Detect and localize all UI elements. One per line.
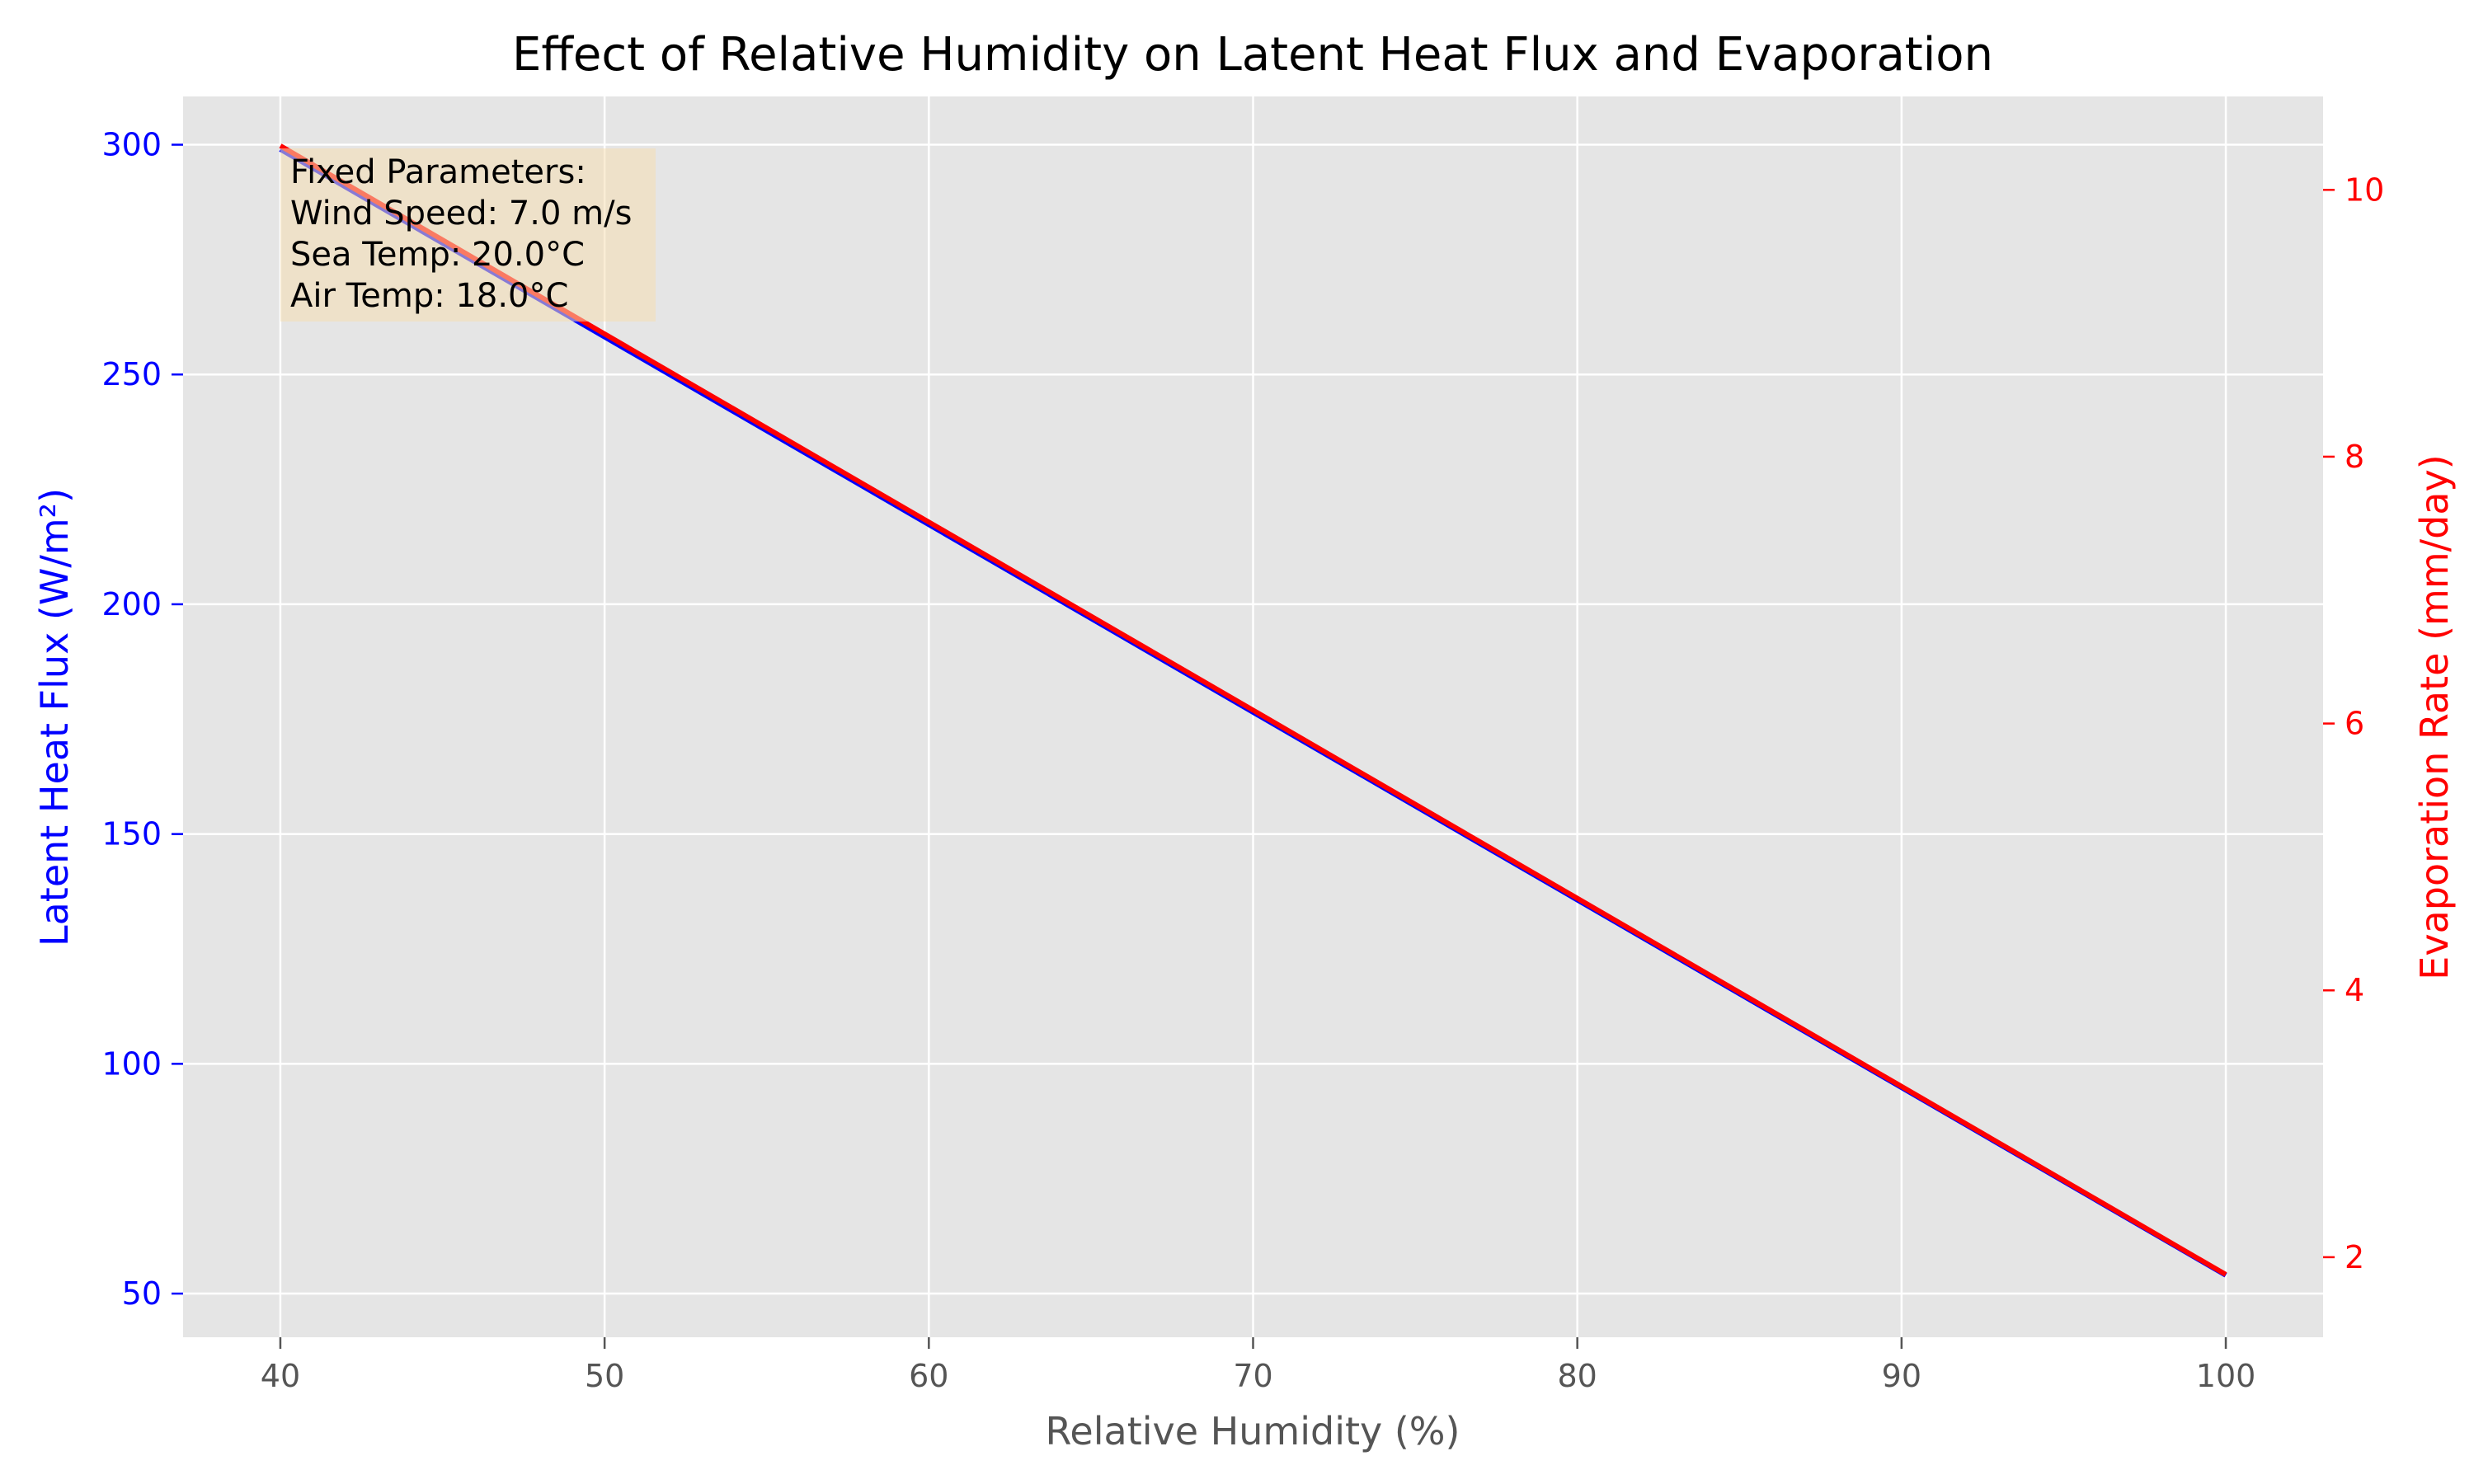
series-layer <box>279 143 2227 1278</box>
annotation-box: Fixed Parameters: Wind Speed: 7.0 m/s Se… <box>280 148 656 322</box>
x-tick-label: 40 <box>261 1358 300 1394</box>
x-tick-label: 90 <box>1882 1358 1921 1394</box>
annotation-line: Fixed Parameters: <box>290 153 586 191</box>
annotation-line: Wind Speed: 7.0 m/s <box>290 195 632 232</box>
annotation-line: Air Temp: 18.0°C <box>290 277 568 315</box>
axes: 40 50 60 70 80 90 100 50 100 150 200 250 300 2 4 6 8 10 <box>101 127 2384 1394</box>
y-right-tick-label: 4 <box>2345 972 2364 1008</box>
y-left-tick-label: 250 <box>101 356 162 392</box>
y-right-tick-label: 6 <box>2345 706 2364 742</box>
y-axis-label-right: Evaporation Rate (mm/day) <box>2412 454 2457 979</box>
y-left-tick-label: 50 <box>122 1275 162 1312</box>
y-left-tick-label: 300 <box>101 127 162 163</box>
x-tick-label: 100 <box>2196 1358 2256 1394</box>
x-tick-label: 50 <box>585 1358 624 1394</box>
y-left-tick-label: 150 <box>101 816 162 852</box>
x-tick-label: 80 <box>1558 1358 1597 1394</box>
y-right-tick-label: 10 <box>2345 171 2384 208</box>
grid <box>183 96 2323 1337</box>
series-line-right <box>279 143 2227 1277</box>
x-axis-label: Relative Humidity (%) <box>1046 1409 1460 1453</box>
y-right-tick-label: 8 <box>2345 439 2364 475</box>
annotation-line: Sea Temp: 20.0°C <box>290 236 585 274</box>
y-left-tick-label: 100 <box>101 1045 162 1082</box>
y-right-tick-label: 2 <box>2345 1239 2364 1275</box>
chart-title: Effect of Relative Humidity on Latent He… <box>512 28 1993 82</box>
x-tick-label: 60 <box>909 1358 948 1394</box>
x-tick-label: 70 <box>1233 1358 1272 1394</box>
y-left-tick-label: 200 <box>101 586 162 622</box>
annotation-background <box>280 148 656 322</box>
y-axis-label-left: Latent Heat Flux (W/m²) <box>32 488 77 946</box>
